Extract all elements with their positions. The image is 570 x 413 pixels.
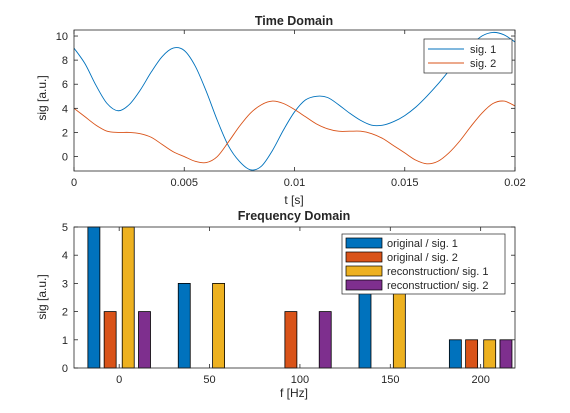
frequency-domain-legend: original / sig. 1 original / sig. 2 recons… xyxy=(341,233,506,295)
bar-original-sig-2 xyxy=(465,339,479,369)
time-domain-y-tick-label: 4 xyxy=(62,103,68,115)
frequency-domain-x-tick-label: 50 xyxy=(203,374,215,386)
frequency-domain-y-axis-label: sig [a.u.] xyxy=(35,274,49,319)
frequency-domain-x-tick-label: 100 xyxy=(291,374,309,386)
frequency-domain-y-tick-label: 5 xyxy=(62,222,68,234)
legend-label: reconstruction/ sig. 1 xyxy=(387,266,489,278)
time-domain-y-axis-label: sig [a.u.] xyxy=(35,75,49,120)
frequency-domain-y-tick-label: 3 xyxy=(62,278,68,290)
bar-reconstruction-sig-1 xyxy=(392,282,406,369)
frequency-domain-y-tick-label: 0 xyxy=(62,363,68,375)
bar-original-sig-1 xyxy=(448,339,462,369)
frequency-domain-x-tick-label: 0 xyxy=(116,374,122,386)
frequency-domain-y-tick-label: 1 xyxy=(62,335,68,347)
legend-label: reconstruction/ sig. 2 xyxy=(387,280,489,292)
time-domain-x-tick-label: 0.015 xyxy=(391,177,419,189)
bar-original-sig-1 xyxy=(358,282,372,369)
bar-reconstruction-sig-1 xyxy=(121,226,135,369)
legend-label: sig. 1 xyxy=(470,44,496,56)
bar-original-sig-2 xyxy=(284,311,298,369)
frequency-domain-x-tick-label: 150 xyxy=(381,374,399,386)
time-domain-legend: sig. 1 sig. 2 xyxy=(423,38,513,74)
time-domain-x-axis-label: t [s] xyxy=(284,193,303,207)
time-domain-x-tick-label: 0 xyxy=(71,177,77,189)
frequency-domain-panel: Frequency Domain f [Hz] sig [a.u.] 0 50 10… xyxy=(35,209,516,400)
time-domain-x-tick-label: 0.02 xyxy=(504,177,525,189)
bar-original-sig-2 xyxy=(103,311,117,369)
series-line-sig-1 xyxy=(74,31,515,171)
frequency-domain-axes-box xyxy=(73,226,516,369)
frequency-domain-x-axis-label: f [Hz] xyxy=(280,386,308,400)
legend-swatch xyxy=(345,251,383,263)
legend-swatch xyxy=(345,279,383,291)
time-domain-x-tick-label: 0.01 xyxy=(284,177,305,189)
legend-swatch xyxy=(345,237,383,249)
legend-label: original / sig. 1 xyxy=(387,238,458,250)
bar-reconstruction-sig-2 xyxy=(318,311,332,369)
bar-original-sig-1 xyxy=(87,226,101,369)
bar-reconstruction-sig-1 xyxy=(212,282,225,369)
legend-label: original / sig. 2 xyxy=(387,252,458,264)
legend-swatch xyxy=(345,265,383,277)
time-domain-title: Time Domain xyxy=(255,14,333,28)
frequency-domain-x-tick-label: 200 xyxy=(471,374,489,386)
legend-box xyxy=(423,38,513,74)
time-domain-panel: Time Domain t [s] sig [a.u.] 0 0.005 0.01 0… xyxy=(35,14,526,207)
legend-label: sig. 2 xyxy=(470,58,496,70)
frequency-domain-title: Frequency Domain xyxy=(238,209,351,223)
time-domain-y-tick-label: 2 xyxy=(62,127,68,139)
time-domain-y-tick-label: 6 xyxy=(62,79,68,91)
bar-reconstruction-sig-2 xyxy=(499,339,513,369)
time-domain-x-tick-label: 0.005 xyxy=(170,177,198,189)
time-domain-y-tick-label: 8 xyxy=(62,55,68,67)
time-domain-plot-area: 0 0.005 0.01 0.015 0.02 0 2 4 6 8 10 sig. 1 sig. 2 xyxy=(56,29,526,189)
bar-reconstruction-sig-2 xyxy=(138,311,151,369)
bar-original-sig-1 xyxy=(177,282,191,369)
bar-reconstruction-sig-1 xyxy=(483,339,497,369)
frequency-domain-y-tick-label: 4 xyxy=(62,250,68,262)
time-domain-y-tick-label: 10 xyxy=(56,31,68,43)
series-line-sig-2 xyxy=(74,100,515,165)
frequency-domain-y-tick-label: 2 xyxy=(62,307,68,319)
time-domain-y-tick-label: 0 xyxy=(62,152,68,164)
